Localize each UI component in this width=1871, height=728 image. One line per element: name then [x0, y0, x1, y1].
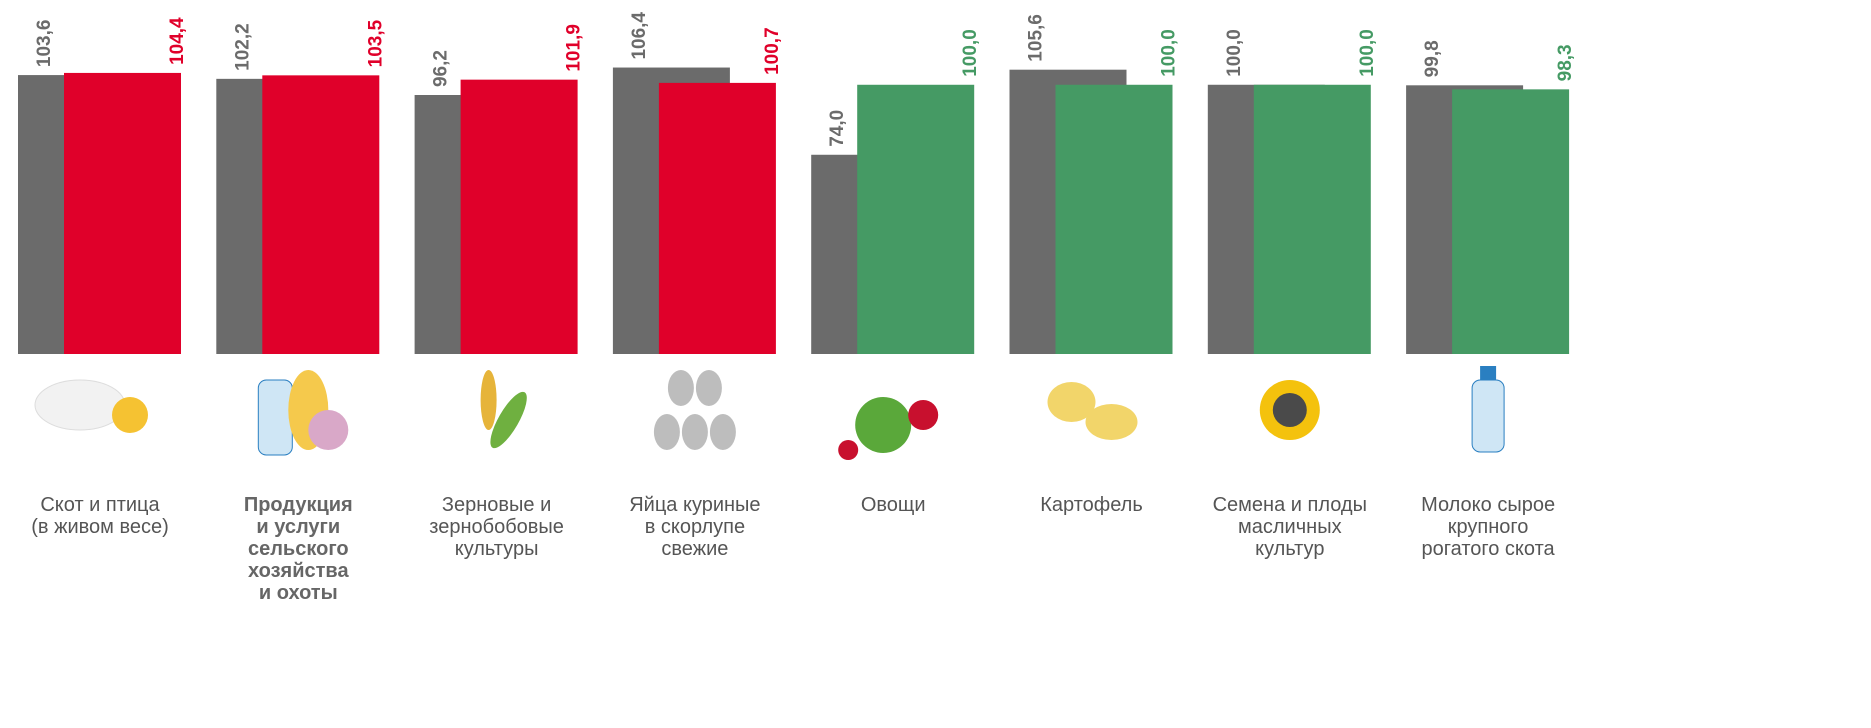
icon-shape [855, 397, 911, 453]
bar [659, 83, 776, 354]
value-label: 100,0 [960, 29, 981, 77]
category-icon [1048, 382, 1138, 440]
category-icon [838, 397, 938, 460]
icon-shape [258, 380, 292, 455]
bar [461, 80, 578, 354]
category-label: Картофель [992, 494, 1192, 516]
category-label: Продукция и услуги сельского хозяйства и… [198, 494, 398, 604]
category-label: Зерновые и зернобобовые культуры [397, 494, 597, 560]
category-label: Скот и птица (в живом весе) [0, 494, 200, 538]
icon-shape [481, 370, 497, 430]
category-icon [654, 370, 736, 450]
value-label: 102,2 [232, 23, 253, 71]
value-label: 103,5 [365, 19, 386, 67]
value-label: 101,9 [564, 24, 585, 72]
value-label: 100,0 [1224, 29, 1245, 77]
value-label: 106,4 [629, 12, 650, 60]
value-label: 100,7 [762, 27, 783, 75]
chart-svg: 103,6 104,4 102,2 103,5 96,2 101,9 106,4 100,7 7… [0, 0, 1871, 728]
bar [1254, 85, 1371, 354]
category-label: Семена и плоды масличных культур [1190, 494, 1390, 560]
icon-shape [838, 440, 858, 460]
bar [1056, 85, 1173, 354]
category-icon [258, 370, 348, 455]
icon-shape [908, 400, 938, 430]
icon-shape [1480, 366, 1496, 380]
chart: 103,6 104,4 102,2 103,5 96,2 101,9 106,4 100,7 7… [0, 0, 1871, 728]
icon-shape [308, 410, 348, 450]
value-label: 105,6 [1026, 14, 1047, 62]
category-icon [481, 370, 534, 453]
bar [262, 75, 379, 354]
category-icon [35, 380, 148, 433]
icon-shape [696, 370, 722, 406]
icon-shape [35, 380, 125, 430]
bar [857, 85, 974, 354]
icon-shape [1273, 393, 1307, 427]
value-label: 104,4 [167, 17, 188, 65]
category-label: Овощи [793, 494, 993, 516]
value-label: 96,2 [431, 50, 452, 87]
category-label: Молоко сырое крупного рогатого скота [1388, 494, 1588, 560]
category-icon [1260, 380, 1320, 440]
value-label: 100,0 [1159, 29, 1180, 77]
category-icon [1472, 366, 1504, 452]
icon-shape [668, 370, 694, 406]
value-label: 103,6 [34, 20, 55, 68]
icon-shape [654, 414, 680, 450]
icon-shape [710, 414, 736, 450]
icon-shape [1472, 380, 1504, 452]
value-label: 100,0 [1357, 29, 1378, 77]
icon-shape [1086, 404, 1138, 440]
category-label: Яйца куриные в скорлупе свежие [595, 494, 795, 560]
bar [1452, 89, 1569, 354]
icon-shape [682, 414, 708, 450]
icon-shape [112, 397, 148, 433]
value-label: 98,3 [1555, 44, 1576, 81]
bar [64, 73, 181, 354]
value-label: 74,0 [827, 110, 848, 147]
value-label: 99,8 [1422, 40, 1443, 77]
